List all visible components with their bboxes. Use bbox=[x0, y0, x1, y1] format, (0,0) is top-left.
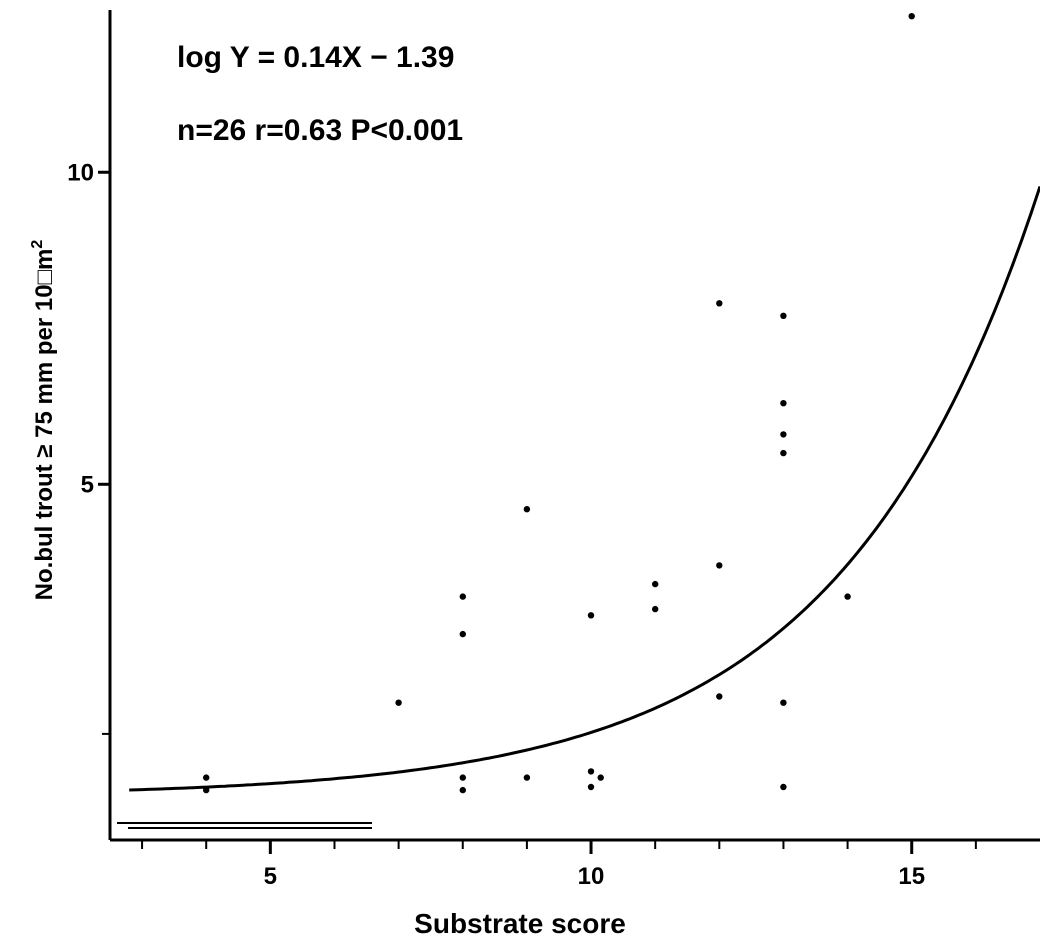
data-point bbox=[780, 431, 787, 438]
data-point bbox=[459, 786, 466, 794]
x-tick-label: 5 bbox=[264, 863, 277, 890]
ticks bbox=[98, 170, 977, 854]
x-tick-label: 15 bbox=[898, 863, 925, 890]
data-point bbox=[844, 593, 851, 600]
data-point bbox=[780, 449, 787, 457]
data-point bbox=[203, 774, 210, 781]
data-point bbox=[780, 783, 787, 791]
regression-curve bbox=[129, 186, 1040, 792]
data-point bbox=[780, 312, 787, 319]
data-point bbox=[459, 774, 466, 781]
data-point bbox=[780, 699, 787, 706]
tick-labels: 5 10 15 5 10 bbox=[67, 159, 925, 890]
y-axis-title: No.bul trout ≥ 75 mm per 10□m2 bbox=[29, 240, 58, 601]
stats-annotation: n=26 r=0.63 P<0.001 bbox=[177, 114, 463, 147]
y-axis-title-box: □ bbox=[31, 269, 58, 284]
axes bbox=[108, 10, 1040, 842]
data-point bbox=[587, 783, 595, 791]
data-point bbox=[587, 768, 595, 775]
y-tick-label: 10 bbox=[67, 159, 94, 186]
data-point bbox=[459, 630, 466, 638]
data-point bbox=[716, 300, 723, 307]
y-axis-title-unit: m bbox=[31, 249, 58, 270]
data-point bbox=[908, 13, 915, 20]
data-point bbox=[523, 774, 531, 781]
y-axis-title-main: No.bul trout ≥ 75 mm per 10 bbox=[31, 284, 58, 600]
data-point bbox=[716, 562, 723, 569]
data-points bbox=[203, 13, 915, 794]
data-point bbox=[587, 612, 595, 619]
data-point bbox=[652, 605, 659, 613]
data-point bbox=[203, 786, 210, 794]
x-axis-title: Substrate score bbox=[414, 908, 626, 939]
baseline-lines bbox=[117, 822, 372, 829]
data-point bbox=[395, 699, 402, 706]
data-point bbox=[716, 693, 723, 700]
data-point bbox=[459, 593, 466, 600]
data-point bbox=[780, 400, 787, 407]
equation-annotation: log Y = 0.14X − 1.39 bbox=[177, 41, 454, 74]
data-point bbox=[652, 580, 659, 588]
x-tick-label: 10 bbox=[578, 863, 605, 890]
data-point bbox=[597, 774, 604, 781]
y-tick-label: 5 bbox=[81, 471, 94, 498]
y-axis-title-exponent: 2 bbox=[29, 240, 46, 249]
data-point bbox=[523, 506, 531, 513]
